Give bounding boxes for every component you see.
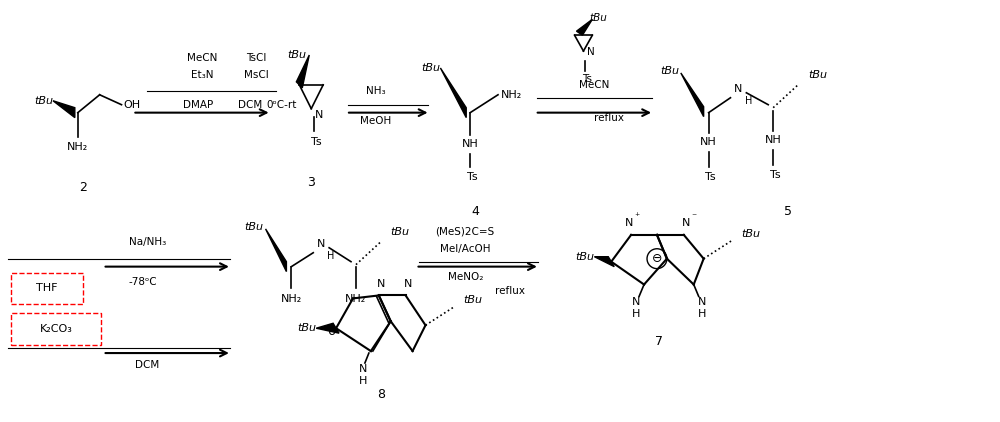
- Polygon shape: [440, 68, 466, 118]
- Text: NH: NH: [765, 135, 782, 146]
- Text: reflux: reflux: [495, 287, 525, 297]
- Text: 8: 8: [377, 388, 385, 401]
- Text: tBu: tBu: [297, 323, 316, 333]
- Polygon shape: [266, 229, 286, 272]
- Text: THF: THF: [36, 284, 58, 293]
- Text: H: H: [697, 309, 706, 319]
- Text: tBu: tBu: [463, 295, 482, 306]
- Text: 4: 4: [471, 206, 479, 219]
- Text: NH₂: NH₂: [67, 142, 88, 152]
- Text: NH₂: NH₂: [345, 295, 367, 304]
- Text: NH: NH: [700, 138, 717, 147]
- Text: Na/NH₃: Na/NH₃: [129, 237, 166, 247]
- Text: tBu: tBu: [34, 96, 53, 106]
- Text: DCM: DCM: [238, 100, 262, 110]
- Text: tBu: tBu: [391, 227, 410, 237]
- Text: NH₃: NH₃: [366, 86, 386, 96]
- Text: tBu: tBu: [575, 252, 594, 262]
- Polygon shape: [594, 257, 614, 267]
- Text: N: N: [403, 279, 412, 289]
- Text: TsCl: TsCl: [246, 53, 267, 63]
- Text: 0ᵒC-rt: 0ᵒC-rt: [266, 100, 297, 110]
- Text: Ts: Ts: [311, 138, 322, 147]
- Text: -78ᵒC: -78ᵒC: [128, 276, 157, 287]
- Text: NH₂: NH₂: [281, 295, 302, 304]
- Bar: [11, 273, 83, 304]
- Polygon shape: [681, 73, 704, 116]
- Text: (MeS)2C=S: (MeS)2C=S: [436, 227, 495, 237]
- Text: tBu: tBu: [421, 63, 440, 73]
- Text: MeOH: MeOH: [360, 116, 391, 126]
- Text: 7: 7: [655, 335, 663, 348]
- Text: 6: 6: [327, 325, 335, 338]
- Text: 2: 2: [79, 181, 87, 194]
- Text: MeI/AcOH: MeI/AcOH: [440, 244, 490, 254]
- Polygon shape: [576, 19, 592, 35]
- Text: Et₃N: Et₃N: [191, 70, 213, 80]
- Text: Ts: Ts: [582, 74, 592, 84]
- Text: 5: 5: [784, 206, 792, 219]
- Text: N: N: [697, 298, 706, 307]
- Text: N: N: [377, 279, 385, 289]
- Text: ⁻: ⁻: [691, 212, 696, 222]
- Text: H: H: [632, 309, 640, 319]
- Text: N: N: [315, 110, 323, 120]
- Text: tBu: tBu: [245, 222, 264, 232]
- Text: H: H: [327, 251, 335, 261]
- Text: ⊖: ⊖: [652, 252, 662, 265]
- Text: tBu: tBu: [660, 66, 679, 76]
- Text: NH: NH: [462, 139, 479, 149]
- Polygon shape: [316, 323, 339, 333]
- Text: Ts: Ts: [467, 172, 477, 182]
- Text: 3: 3: [307, 176, 315, 189]
- Text: MeCN: MeCN: [187, 53, 217, 63]
- Text: Ts: Ts: [770, 170, 780, 180]
- Text: N: N: [359, 364, 367, 374]
- Text: OH: OH: [124, 100, 141, 110]
- Text: N: N: [625, 218, 633, 228]
- Text: N: N: [734, 84, 743, 94]
- Text: N: N: [682, 218, 690, 228]
- Bar: [11, 313, 101, 345]
- Text: tBu: tBu: [741, 229, 760, 239]
- Text: H: H: [359, 376, 367, 386]
- Text: K₂CO₃: K₂CO₃: [40, 324, 72, 334]
- Text: ⁺: ⁺: [634, 212, 640, 222]
- Text: DMAP: DMAP: [183, 100, 213, 110]
- Text: N: N: [632, 298, 640, 307]
- Text: Ts: Ts: [705, 172, 716, 182]
- Text: DCM: DCM: [135, 360, 159, 370]
- Text: N: N: [317, 239, 325, 249]
- Polygon shape: [53, 101, 75, 118]
- Text: tBu: tBu: [808, 70, 827, 80]
- Text: tBu: tBu: [287, 50, 306, 60]
- Text: tBu: tBu: [589, 13, 607, 23]
- Text: H: H: [745, 96, 752, 106]
- Polygon shape: [296, 55, 309, 88]
- Text: MeCN: MeCN: [579, 80, 610, 90]
- Text: NH₂: NH₂: [501, 90, 523, 100]
- Text: reflux: reflux: [594, 113, 624, 123]
- Text: N: N: [587, 47, 594, 57]
- Text: MeNO₂: MeNO₂: [448, 272, 483, 281]
- Text: MsCl: MsCl: [244, 70, 269, 80]
